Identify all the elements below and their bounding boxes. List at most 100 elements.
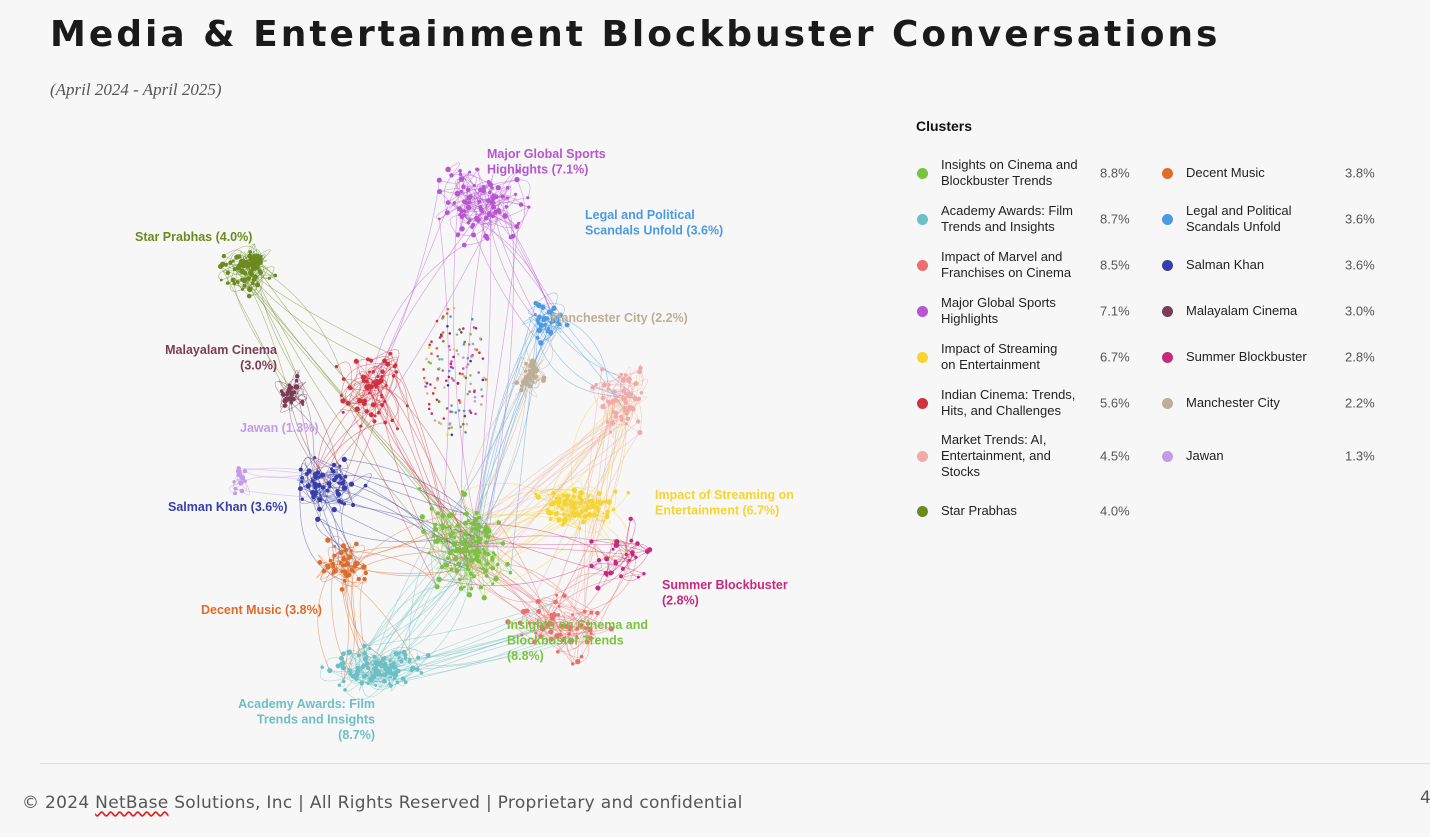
network-edge [462, 194, 516, 216]
network-edge [541, 595, 558, 627]
network-node [626, 376, 632, 382]
network-edge [317, 519, 455, 543]
network-edge [336, 380, 365, 492]
network-edge [470, 189, 481, 205]
isolated-node [446, 307, 450, 311]
isolated-node [437, 400, 441, 403]
network-node [338, 560, 343, 565]
network-node [391, 374, 396, 378]
network-node [538, 322, 544, 328]
network-node [523, 375, 530, 382]
network-edge [488, 200, 554, 322]
legend-color-dot [1162, 397, 1173, 409]
network-edge [363, 174, 461, 404]
legend-color-dot [917, 397, 928, 409]
isolated-node [435, 319, 439, 323]
network-node [534, 492, 538, 496]
network-node [605, 509, 610, 514]
network-node [623, 391, 627, 396]
network-edge [464, 320, 559, 546]
network-node [620, 377, 627, 383]
isolated-node [450, 426, 454, 429]
network-node [388, 351, 393, 356]
network-node [450, 548, 455, 552]
network-edge [250, 272, 391, 355]
network-node [461, 242, 467, 248]
network-edge [441, 566, 574, 665]
cluster-label-line: Summer Blockbuster [662, 578, 788, 592]
network-edge [235, 488, 314, 498]
isolated-node [469, 382, 473, 386]
legend-label: Manchester City [1186, 395, 1280, 410]
isolated-node [427, 360, 431, 364]
network-node [533, 312, 537, 317]
network-node [354, 541, 359, 547]
network-edge [298, 488, 328, 505]
network-node [242, 468, 248, 474]
network-node [575, 635, 579, 639]
network-node [564, 624, 569, 630]
footer-prefix: © 2024 [22, 793, 96, 813]
network-node [317, 475, 321, 479]
network-edge [558, 573, 607, 607]
network-node [348, 481, 355, 487]
network-node [340, 543, 347, 549]
isolated-node [457, 409, 461, 412]
network-node [478, 205, 483, 210]
network-node [600, 403, 606, 410]
network-node [403, 656, 408, 660]
cluster-label-line: Decent Music (3.8%) [201, 603, 322, 617]
network-node [440, 565, 445, 570]
network-edge [474, 181, 489, 220]
network-node [449, 173, 454, 178]
network-node [378, 663, 384, 669]
network-edge [562, 412, 617, 641]
network-node [449, 567, 454, 572]
network-node [534, 369, 539, 374]
cluster-label-decent-music: Decent Music (3.8%) [201, 603, 322, 617]
network-node [568, 639, 572, 644]
network-node [481, 184, 486, 190]
isolated-node [429, 383, 432, 386]
cluster-label-line: (8.8%) [507, 649, 544, 663]
network-edge [449, 331, 549, 516]
network-node [337, 498, 342, 503]
legend-label: Market Trends: AI, Entertainment, and St… [941, 432, 1051, 479]
cluster-label-streaming: Impact of Streaming on Entertainment (6.7… [655, 488, 794, 518]
network-node [550, 318, 556, 324]
network-edge [339, 395, 360, 405]
network-node [458, 168, 462, 173]
network-node [365, 379, 369, 384]
network-edge [507, 563, 587, 629]
network-node [368, 370, 371, 374]
network-node [331, 506, 337, 513]
isolated-node [465, 365, 468, 369]
network-node [482, 567, 485, 570]
network-node [468, 558, 473, 563]
network-node [555, 593, 559, 597]
network-node [531, 380, 535, 384]
network-node [465, 563, 469, 567]
network-node [561, 639, 565, 643]
isolated-node [462, 422, 465, 426]
network-edge [344, 681, 385, 700]
isolated-node [422, 368, 425, 371]
network-node [517, 620, 523, 626]
network-node [484, 568, 489, 573]
network-node [548, 309, 554, 315]
isolated-node [427, 407, 431, 411]
network-node [445, 166, 451, 173]
isolated-node [473, 395, 477, 399]
network-node [621, 395, 627, 401]
network-node [368, 647, 372, 651]
date-range-subtitle: (April 2024 - April 2025) [50, 80, 222, 99]
network-node [335, 491, 342, 498]
network-node [627, 558, 631, 562]
network-node [527, 383, 533, 389]
network-node [595, 610, 600, 616]
network-node [417, 487, 422, 491]
network-node [218, 264, 223, 269]
network-edge [349, 371, 368, 388]
network-node [346, 572, 352, 578]
network-edge [559, 606, 612, 630]
